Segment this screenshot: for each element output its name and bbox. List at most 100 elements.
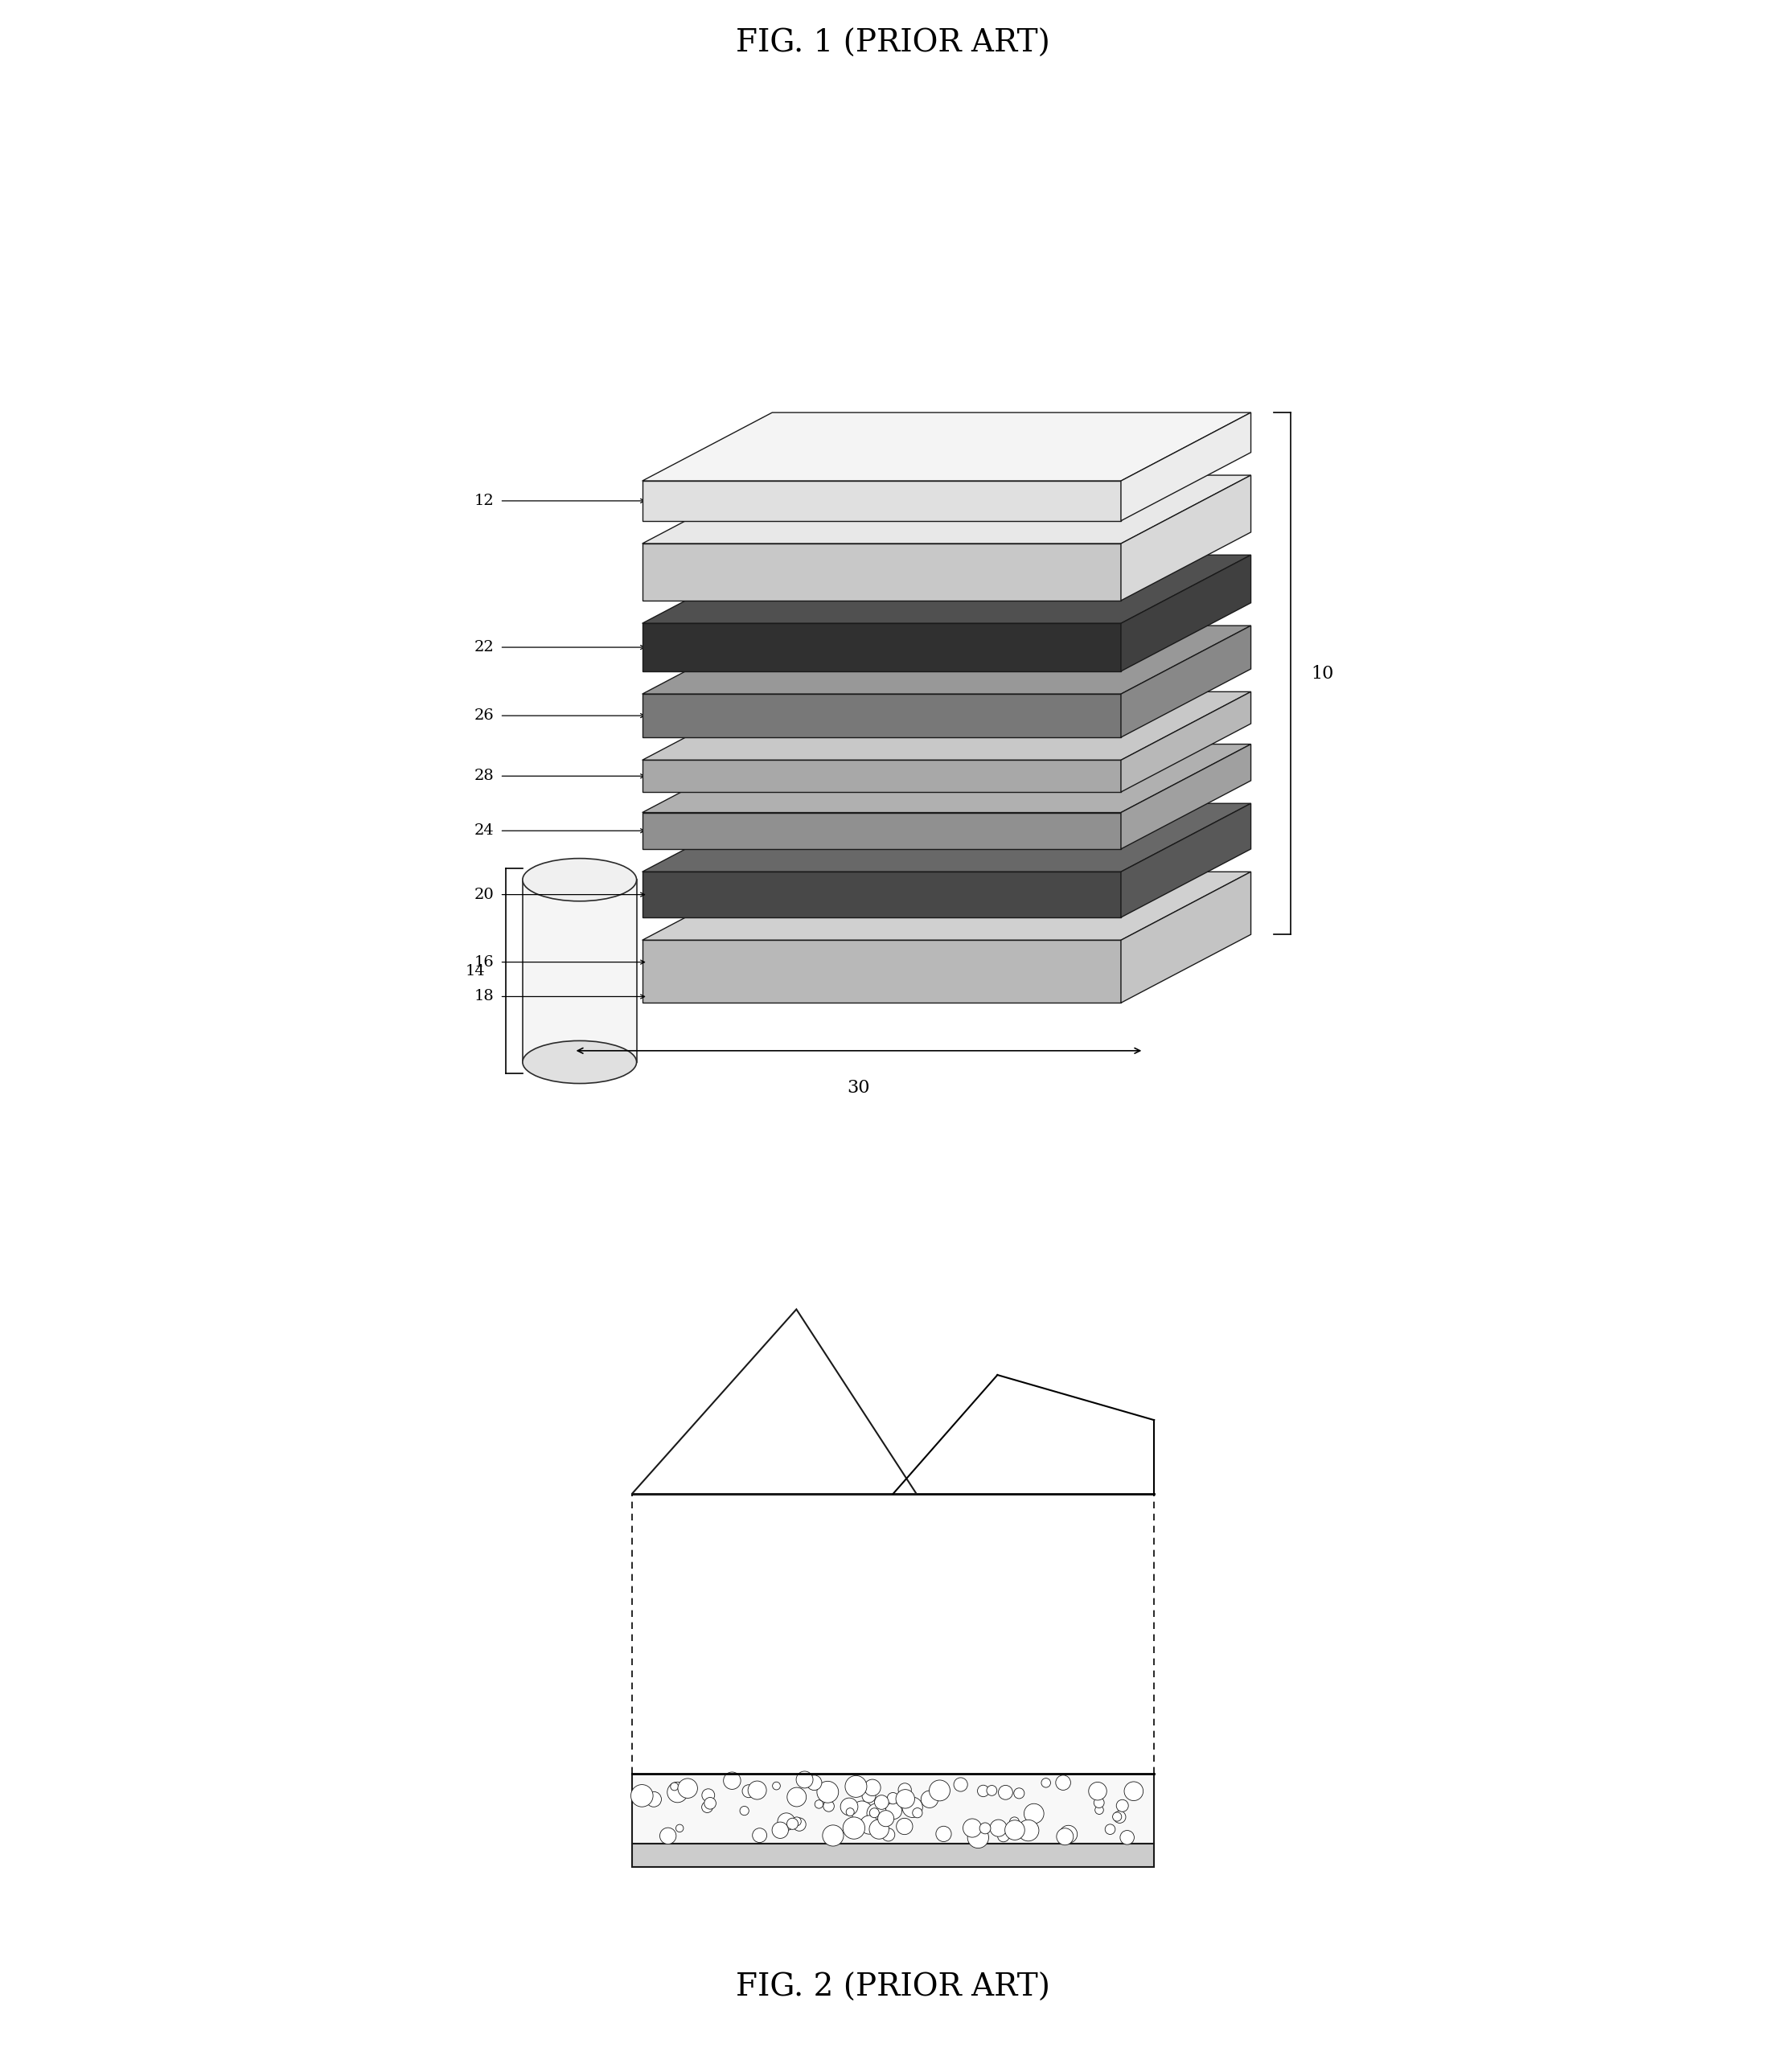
Circle shape — [647, 1792, 661, 1807]
Text: 14: 14 — [464, 963, 486, 978]
Circle shape — [1057, 1828, 1073, 1844]
Text: 16: 16 — [475, 955, 495, 970]
Polygon shape — [632, 1310, 916, 1494]
Text: FIG. 2 (PRIOR ART): FIG. 2 (PRIOR ART) — [736, 1973, 1050, 2004]
Circle shape — [977, 1786, 989, 1796]
Circle shape — [1106, 1823, 1114, 1834]
Polygon shape — [632, 1844, 1154, 1867]
Circle shape — [882, 1828, 895, 1842]
Circle shape — [936, 1825, 952, 1842]
Circle shape — [897, 1819, 913, 1834]
Text: 18: 18 — [475, 988, 495, 1003]
Circle shape — [1120, 1830, 1134, 1844]
Polygon shape — [643, 872, 1250, 941]
Circle shape — [1023, 1803, 1043, 1823]
Circle shape — [823, 1825, 843, 1846]
Circle shape — [1093, 1798, 1104, 1809]
Circle shape — [922, 1790, 938, 1809]
Circle shape — [998, 1786, 1013, 1801]
Circle shape — [968, 1828, 989, 1848]
Polygon shape — [643, 804, 1250, 872]
Circle shape — [702, 1803, 713, 1813]
Circle shape — [704, 1796, 716, 1809]
Circle shape — [679, 1778, 698, 1798]
Polygon shape — [632, 1494, 1154, 1774]
Circle shape — [979, 1823, 991, 1834]
Polygon shape — [643, 812, 1122, 850]
Polygon shape — [632, 1774, 1154, 1844]
Text: 30: 30 — [847, 1080, 870, 1096]
Circle shape — [668, 1782, 688, 1803]
Polygon shape — [643, 744, 1250, 812]
Circle shape — [1123, 1782, 1143, 1801]
Polygon shape — [643, 624, 1122, 671]
Polygon shape — [1122, 804, 1250, 918]
Circle shape — [1114, 1811, 1125, 1823]
Circle shape — [1056, 1776, 1070, 1790]
Circle shape — [793, 1817, 805, 1832]
Polygon shape — [1122, 555, 1250, 671]
Circle shape — [777, 1813, 795, 1830]
Polygon shape — [1122, 872, 1250, 1003]
Circle shape — [670, 1782, 679, 1790]
Polygon shape — [643, 872, 1122, 918]
Polygon shape — [523, 881, 636, 1063]
Circle shape — [875, 1794, 889, 1809]
Circle shape — [1014, 1788, 1025, 1798]
Circle shape — [852, 1801, 873, 1821]
Circle shape — [877, 1811, 895, 1828]
Circle shape — [1059, 1825, 1077, 1844]
Circle shape — [929, 1780, 950, 1801]
Circle shape — [1018, 1819, 1039, 1842]
Circle shape — [659, 1828, 677, 1844]
Circle shape — [1006, 1819, 1025, 1840]
Circle shape — [1113, 1813, 1122, 1821]
Circle shape — [902, 1796, 923, 1817]
Text: 20: 20 — [475, 887, 495, 901]
Circle shape — [743, 1784, 755, 1798]
Text: 12: 12 — [475, 493, 495, 508]
Polygon shape — [1122, 626, 1250, 738]
Polygon shape — [1122, 474, 1250, 601]
Circle shape — [847, 1809, 854, 1815]
Circle shape — [843, 1817, 864, 1840]
Circle shape — [886, 1803, 902, 1819]
Circle shape — [814, 1801, 823, 1809]
Circle shape — [773, 1782, 780, 1790]
Circle shape — [788, 1817, 798, 1830]
Circle shape — [702, 1788, 714, 1801]
Polygon shape — [1122, 744, 1250, 850]
Circle shape — [816, 1782, 838, 1803]
Circle shape — [866, 1803, 886, 1823]
Polygon shape — [643, 692, 1250, 760]
Circle shape — [793, 1817, 802, 1825]
Circle shape — [986, 1786, 997, 1796]
Circle shape — [788, 1788, 805, 1807]
Circle shape — [989, 1819, 1007, 1836]
Polygon shape — [643, 474, 1250, 543]
Circle shape — [807, 1776, 822, 1790]
Circle shape — [913, 1809, 922, 1817]
Polygon shape — [643, 941, 1122, 1003]
Polygon shape — [1122, 412, 1250, 520]
Circle shape — [748, 1782, 766, 1798]
Text: 22: 22 — [475, 640, 495, 655]
Circle shape — [823, 1801, 834, 1811]
Polygon shape — [643, 626, 1250, 694]
Circle shape — [820, 1784, 830, 1794]
Circle shape — [1089, 1782, 1107, 1801]
Polygon shape — [643, 543, 1122, 601]
Circle shape — [1041, 1778, 1050, 1788]
Circle shape — [859, 1815, 879, 1834]
Text: FIG. 1 (PRIOR ART): FIG. 1 (PRIOR ART) — [736, 29, 1050, 58]
Circle shape — [723, 1772, 741, 1790]
Circle shape — [1009, 1817, 1020, 1828]
Ellipse shape — [523, 858, 636, 901]
Ellipse shape — [523, 1040, 636, 1084]
Circle shape — [870, 1809, 879, 1817]
Circle shape — [954, 1778, 968, 1792]
Circle shape — [888, 1792, 898, 1805]
Circle shape — [998, 1830, 1009, 1842]
Circle shape — [963, 1819, 982, 1838]
Circle shape — [752, 1828, 766, 1842]
